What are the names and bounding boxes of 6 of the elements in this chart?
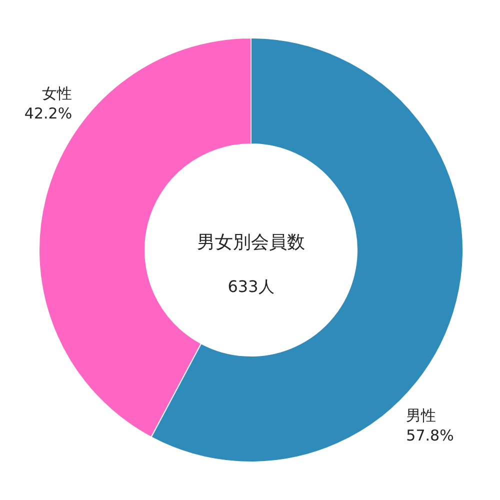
data-label: 57.8%	[406, 426, 454, 445]
data-label: 42.2%	[24, 104, 72, 123]
slice-label: 男性	[406, 406, 436, 425]
slice-label: 女性	[42, 84, 72, 103]
text: 男女別会員数	[197, 232, 305, 253]
text: 633人	[228, 277, 274, 296]
